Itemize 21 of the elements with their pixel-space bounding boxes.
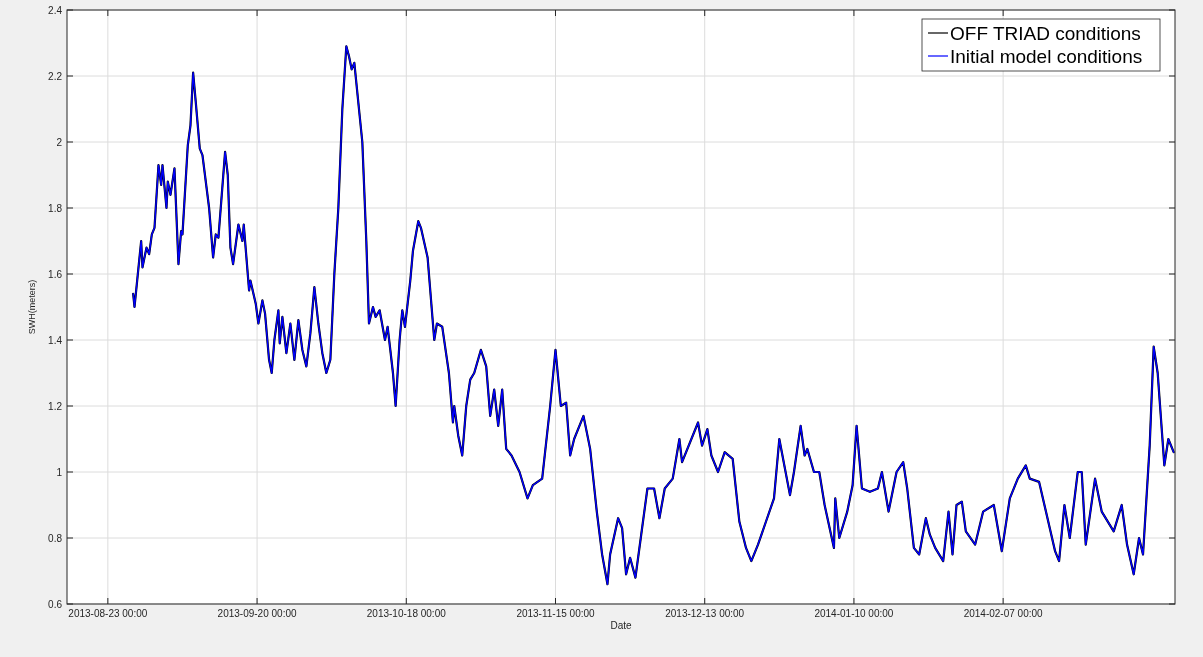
y-tick-label: 1.4 bbox=[48, 334, 63, 346]
legend-label: OFF TRIAD conditions bbox=[950, 23, 1141, 44]
y-tick-label: 0.8 bbox=[48, 532, 63, 544]
x-tick-label: 2014-02-07 00:00 bbox=[963, 608, 1044, 619]
x-tick-label: 2013-09-20 00:00 bbox=[217, 608, 297, 619]
y-tick-label: 1.2 bbox=[48, 400, 63, 412]
x-axis-title: Date bbox=[610, 620, 632, 631]
y-tick-label: 1.8 bbox=[48, 202, 63, 214]
y-tick-label: 1 bbox=[56, 466, 63, 478]
y-tick-label: 2.4 bbox=[48, 4, 63, 16]
y-tick-label: 2 bbox=[56, 136, 63, 148]
y-tick-label: 2.2 bbox=[48, 70, 63, 82]
x-tick-label: 2014-01-10 00:00 bbox=[814, 608, 894, 619]
y-tick-label: 0.6 bbox=[48, 598, 63, 610]
x-tick-label: 2013-12-13 00:00 bbox=[665, 608, 745, 619]
legend-label: Initial model conditions bbox=[950, 46, 1143, 67]
x-tick-label: 2013-11-15 00:00 bbox=[516, 608, 596, 619]
x-tick-label: 2013-08-23 00:00 bbox=[68, 608, 148, 619]
y-tick-label: 1.6 bbox=[48, 268, 63, 280]
y-axis-title: SWH(meters) bbox=[27, 279, 37, 335]
x-tick-label: 2013-10-18 00:00 bbox=[366, 608, 447, 619]
